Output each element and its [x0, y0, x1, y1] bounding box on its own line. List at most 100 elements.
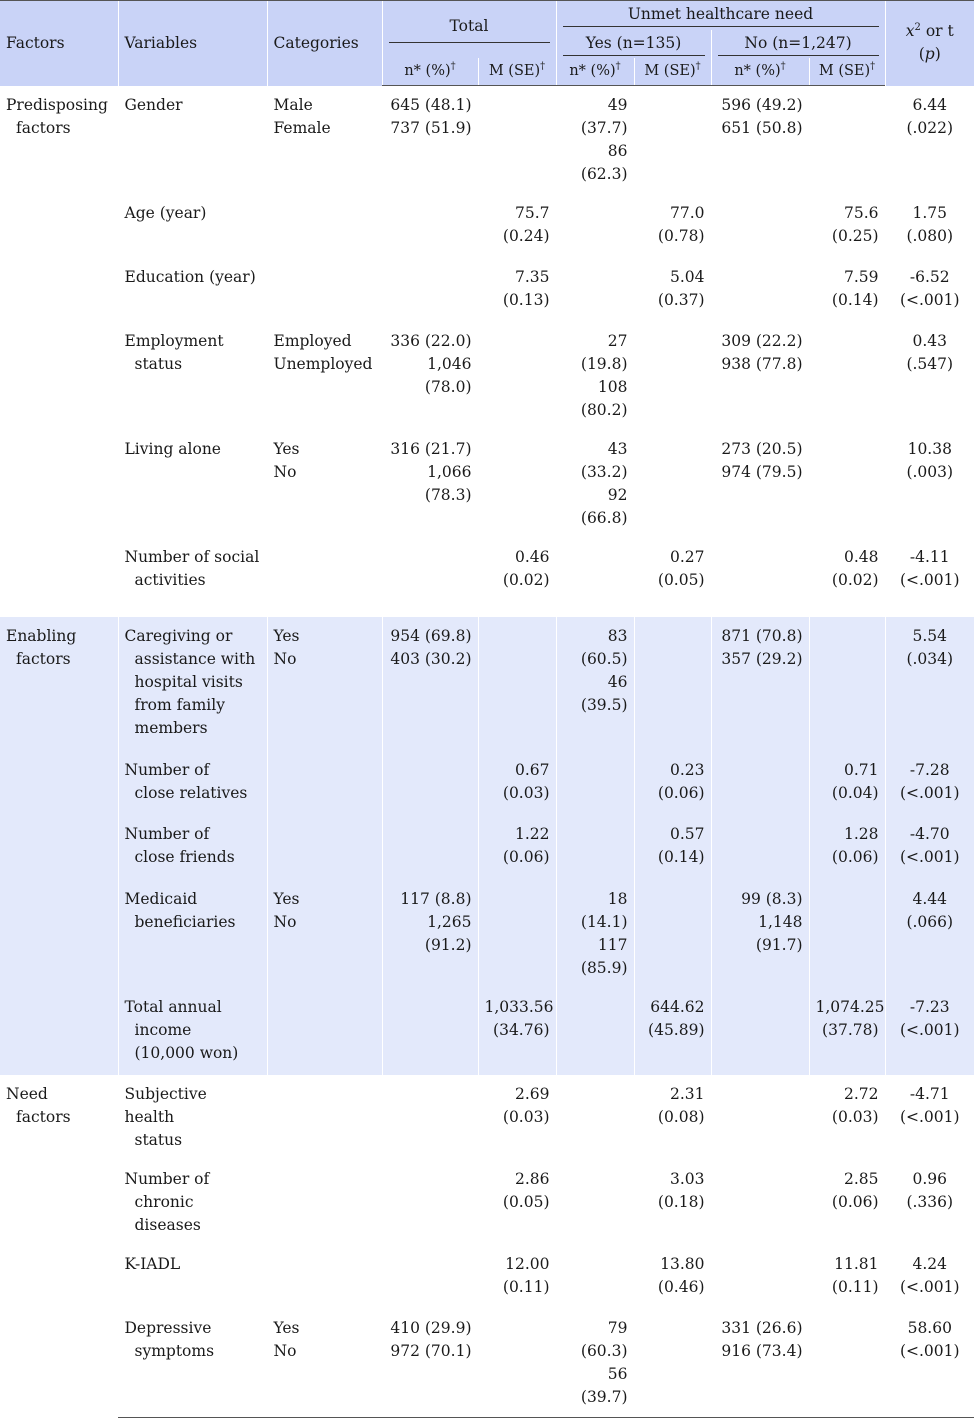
category-cell: Male Female — [266, 85, 382, 194]
total-mse-cell: 0.67 (0.03) — [477, 751, 556, 815]
total-n-cell: 410 (29.9) 972 (70.1) — [381, 1309, 478, 1418]
no-mse-cell: 75.6 (0.25) — [808, 194, 886, 258]
header-statistic: x2 or t (p) — [884, 0, 974, 86]
variable-label: Gender — [117, 85, 267, 194]
no-n-cell: 871 (70.8) 357 (29.2) — [710, 617, 809, 751]
statistic-cell: -4.70 (<.001) — [884, 815, 974, 880]
header-p: (p) — [918, 45, 941, 64]
table-row: Employment status Employed Unemployed 336 … — [0, 322, 974, 430]
total-mse-cell: 12.00 (0.11) — [477, 1245, 556, 1309]
statistic-cell: 58.60 (<.001) — [884, 1309, 974, 1418]
table-row: K-IADL 12.00 (0.11) 13.80 (0.46) 11.81 (0.1… — [0, 1245, 974, 1309]
table-row: Number of social activities 0.46 (0.02) 0.… — [0, 538, 974, 617]
total-mse-cell — [477, 85, 556, 194]
yes-mse-cell: 0.57 (0.14) — [633, 815, 711, 880]
table-row: Number of close friends 1.22 (0.06) 0.57 (0… — [0, 815, 974, 880]
no-mse-cell: 2.85 (0.06) — [808, 1160, 886, 1245]
variable-label: Employment status — [117, 322, 267, 430]
total-n-cell: 336 (22.0) 1,046 (78.0) — [381, 322, 478, 430]
statistic-cell: 6.44 (.022) — [884, 85, 974, 194]
yes-n-cell: 18 (14.1) 117 (85.9) — [555, 880, 634, 988]
group-label: Enabling factors — [0, 617, 118, 1075]
group-label: Predisposing factors — [0, 85, 118, 617]
total-mse-cell: 1.22 (0.06) — [477, 815, 556, 880]
total-n-cell: 316 (21.7) 1,066 (78.3) — [381, 430, 478, 538]
category-cell: Yes No — [266, 430, 382, 538]
no-mse-cell: 1.28 (0.06) — [808, 815, 886, 880]
no-mse-cell — [808, 85, 886, 194]
variable-label: Living alone — [117, 430, 267, 538]
header-factors: Factors — [0, 0, 118, 86]
total-n-cell: 645 (48.1) 737 (51.9) — [381, 85, 478, 194]
variable-label: Number of social activities — [117, 538, 267, 617]
table-row: Total annual income (10,000 won) 1,033.56(… — [0, 988, 974, 1075]
predisposing-factors-group: Predisposing factors Gender Male Female 64… — [0, 85, 974, 617]
variable-label: Depressive symptoms — [117, 1309, 267, 1418]
statistic-cell: 5.54 (.034) — [884, 617, 974, 751]
total-mse-cell: 75.7 (0.24) — [477, 194, 556, 258]
table-row: Age (year) 75.7 (0.24) 77.0 (0.78) 75.6 (0.… — [0, 194, 974, 258]
header-no-group: No (n=1,247) — [710, 29, 886, 58]
statistic-cell: -7.23 (<.001) — [884, 988, 974, 1075]
table-row: Number of chronic diseases 2.86 (0.05) 3.0… — [0, 1160, 974, 1245]
table-row: Enabling factors Caregiving or assistance … — [0, 617, 974, 1075]
yes-n-cell: 27 (19.8) 108 (80.2) — [555, 322, 634, 430]
variable-label: Age (year) — [117, 194, 267, 258]
category-cell: Yes No — [266, 880, 382, 988]
yes-n-cell: 49 (37.7) 86 (62.3) — [555, 85, 634, 194]
total-mse-cell: 2.86 (0.05) — [477, 1160, 556, 1245]
variable-label: Number of close friends — [117, 815, 267, 880]
header-categories: Categories — [266, 0, 382, 86]
total-mse-cell: 2.69 (0.03) — [477, 1075, 556, 1160]
need-factors-group: Need factors Subjective health status 2.69… — [0, 1075, 974, 1418]
total-n-cell: 954 (69.8) 403 (30.2) — [381, 617, 478, 751]
table-row: Education (year) 7.35 (0.13) 5.04 (0.37) 7… — [0, 258, 974, 322]
statistic-cell: -4.11 (<.001) — [884, 538, 974, 617]
table-header: Factors Variables Categories Total Unmet… — [0, 0, 974, 86]
table-row: Need factors Subjective health status 2.69… — [0, 1075, 974, 1418]
table-row: Living alone Yes No 316 (21.7) 1,066 (78.3… — [0, 430, 974, 538]
no-mse-cell: 11.81 (0.11) — [808, 1245, 886, 1309]
yes-mse-cell: 0.27 (0.05) — [633, 538, 711, 617]
statistic-cell: 4.24 (<.001) — [884, 1245, 974, 1309]
header-total: Total — [381, 0, 556, 58]
no-mse-cell: 1,074.25 (37.78) — [808, 988, 886, 1075]
header-no-mse: M (SE)† — [808, 57, 886, 86]
total-mse-cell: 0.46 (0.02) — [477, 538, 556, 617]
statistic-cell: 0.96 (.336) — [884, 1160, 974, 1245]
table-row: Number of close relatives 0.67 (0.03) 0.23… — [0, 751, 974, 815]
header-total-n: n* (%)† — [381, 57, 478, 86]
yes-mse-cell: 13.80 (0.46) — [633, 1245, 711, 1309]
header-yes-mse: M (SE)† — [633, 57, 711, 86]
table-row: Medicaid beneficiaries Yes No 117 (8.8) 1,2… — [0, 880, 974, 988]
no-mse-cell: 0.48 (0.02) — [808, 538, 886, 617]
variable-label: Subjective health status — [117, 1075, 267, 1160]
table-row: Depressive symptoms Yes No 410 (29.9) 972 (… — [0, 1309, 974, 1418]
yes-mse-cell: 0.23 (0.06) — [633, 751, 711, 815]
yes-mse-cell: 77.0 (0.78) — [633, 194, 711, 258]
total-n-cell: 117 (8.8) 1,265 (91.2) — [381, 880, 478, 988]
statistic-cell: -4.71 (<.001) — [884, 1075, 974, 1160]
yes-n-cell: 79 (60.3) 56 (39.7) — [555, 1309, 634, 1418]
header-total-mse: M (SE)† — [477, 57, 556, 86]
header-unmet-need: Unmet healthcare need — [555, 0, 886, 30]
yes-mse-cell: 5.04 (0.37) — [633, 258, 711, 322]
category-cell: Yes No — [266, 1309, 382, 1418]
table-row: Predisposing factors Gender Male Female 64… — [0, 85, 974, 617]
header-yes-group: Yes (n=135) — [555, 29, 711, 58]
no-n-cell: 309 (22.2) 938 (77.8) — [710, 322, 809, 430]
variable-label: Caregiving or assistance with hospital vis… — [117, 617, 267, 751]
no-n-cell: 99 (8.3) 1,148 (91.7) — [710, 880, 809, 988]
variable-label: Education (year) — [117, 258, 267, 322]
yes-n-cell: 43 (33.2) 92 (66.8) — [555, 430, 634, 538]
statistic-cell: 0.43 (.547) — [884, 322, 974, 430]
yes-mse-cell: 3.03 (0.18) — [633, 1160, 711, 1245]
no-mse-cell: 0.71 (0.04) — [808, 751, 886, 815]
no-n-cell: 331 (26.6) 916 (73.4) — [710, 1309, 809, 1418]
no-n-cell: 273 (20.5) 974 (79.5) — [710, 430, 809, 538]
header-no-n: n* (%)† — [710, 57, 809, 86]
no-n-cell: 596 (49.2) 651 (50.8) — [710, 85, 809, 194]
statistic-cell: 1.75 (.080) — [884, 194, 974, 258]
variable-label: Total annual income (10,000 won) — [117, 988, 267, 1075]
